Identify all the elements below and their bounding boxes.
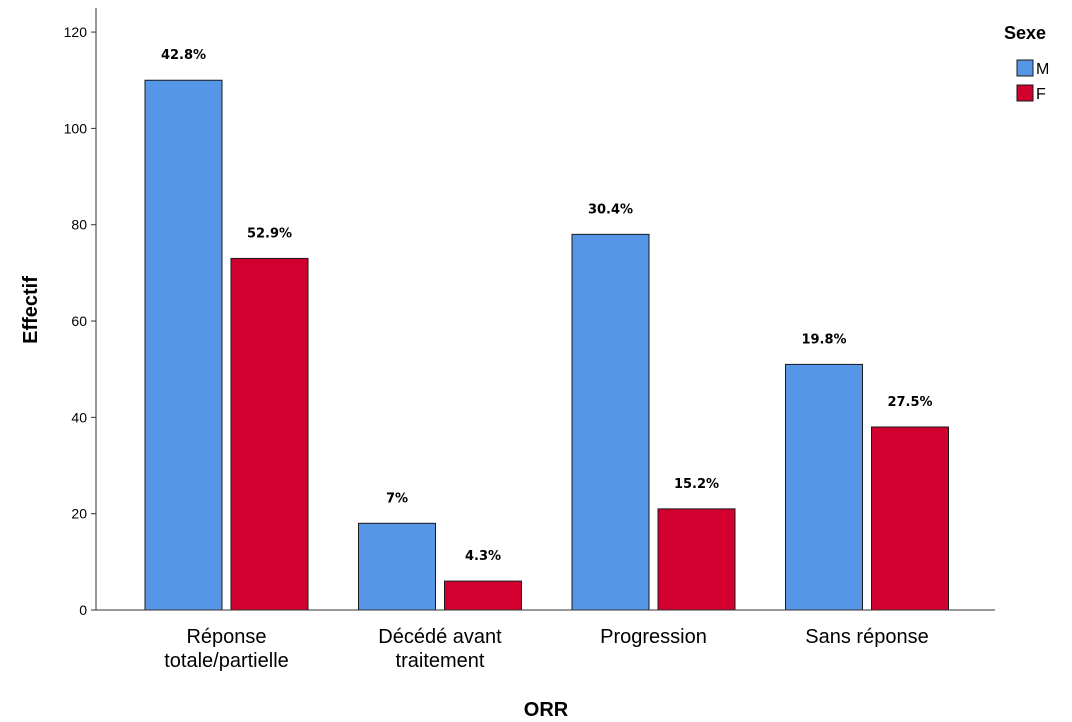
bar-m-3 [785, 363, 863, 611]
x-tick-label-3: Sans réponse [805, 626, 928, 648]
bar-f-0 [230, 257, 309, 611]
y-tick-label-120: 120 [64, 24, 88, 40]
y-tick-label-100: 100 [64, 120, 88, 136]
x-tick-label-0: Réponse totale/partielle [164, 626, 289, 672]
y-tick-label-20: 20 [71, 506, 87, 522]
bar-m-2 [571, 233, 650, 611]
x-tick-label-2: Progression [600, 626, 707, 648]
y-tick-label-40: 40 [71, 409, 87, 425]
y-tick-label-60: 60 [71, 313, 87, 329]
data-label-f-3: 27.5% [887, 395, 932, 410]
data-label-f-2: 15.2% [674, 477, 719, 492]
data-label-m-2: 30.4% [588, 202, 633, 217]
bar-f-2 [657, 508, 736, 611]
x-axis: Réponse totale/partielle Décédé avant trait… [96, 609, 995, 672]
legend-swatch-m [1016, 59, 1034, 77]
legend-title: Sexe [1004, 23, 1046, 43]
y-tick-label-0: 0 [79, 602, 87, 618]
bars-group [144, 79, 949, 611]
legend-swatch-f [1016, 84, 1034, 102]
data-label-f-0: 52.9% [247, 226, 292, 241]
data-label-m-3: 19.8% [801, 332, 846, 347]
bar-f-1 [444, 580, 522, 611]
legend-label-f: F [1036, 86, 1046, 103]
bar-f-3 [871, 426, 949, 611]
y-axis-title: Effectif [20, 276, 42, 344]
y-axis: 0 20 40 60 80 100 120 [64, 8, 97, 618]
data-label-m-1: 7% [386, 491, 408, 506]
bar-m-0 [144, 79, 223, 611]
legend-label-m: M [1036, 61, 1049, 78]
x-axis-title: ORR [524, 699, 569, 721]
data-label-m-0: 42.8% [161, 48, 206, 63]
x-tick-label-1: Décédé avant traitement [378, 626, 502, 672]
data-label-f-1: 4.3% [465, 549, 501, 564]
legend: Sexe MF [1004, 23, 1049, 103]
bar-m-1 [358, 522, 436, 611]
data-labels-group: 42.8% 52.9% 7% 4.3% 30.4% 15.2% 19.8% 27.5% [161, 48, 933, 564]
y-tick-label-80: 80 [71, 217, 87, 233]
